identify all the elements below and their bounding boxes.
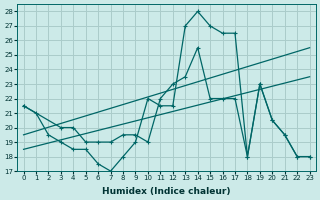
- X-axis label: Humidex (Indice chaleur): Humidex (Indice chaleur): [102, 187, 231, 196]
